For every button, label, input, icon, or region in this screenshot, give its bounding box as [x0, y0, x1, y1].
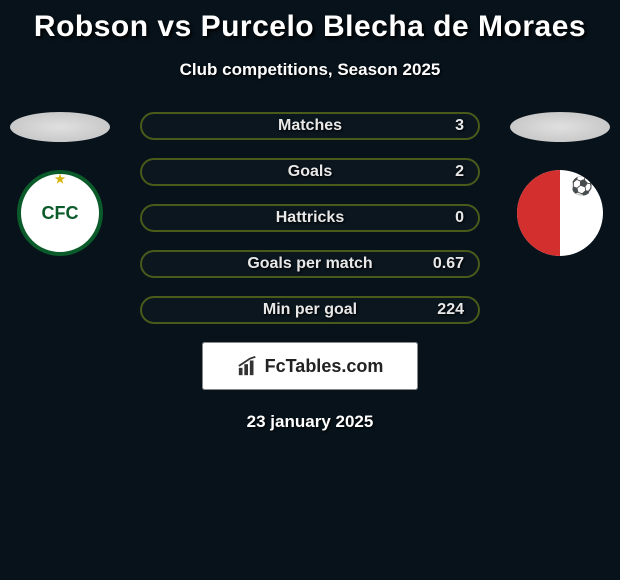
stat-row: Hattricks 0 — [140, 204, 480, 232]
stat-label: Matches — [196, 117, 424, 135]
stat-row: Goals per match 0.67 — [140, 250, 480, 278]
stats-table: Matches 3 Goals 2 Hattricks 0 Goals per … — [140, 112, 480, 324]
fctables-logo[interactable]: FcTables.com — [202, 342, 418, 390]
stat-label: Hattricks — [196, 209, 424, 227]
star-icon: ★ — [55, 172, 66, 186]
club-badge-right: ⚽ — [510, 168, 610, 258]
stat-label: Min per goal — [196, 301, 424, 319]
badge-left-text: CFC — [42, 203, 79, 224]
stat-row: Matches 3 — [140, 112, 480, 140]
club-badge-left: ★ CFC — [10, 168, 110, 258]
page-title: Robson vs Purcelo Blecha de Moraes — [0, 0, 620, 44]
stat-row: Min per goal 224 — [140, 296, 480, 324]
stat-value: 2 — [424, 163, 464, 181]
player-avatar-placeholder-left — [10, 112, 110, 142]
bar-chart-icon — [237, 355, 259, 377]
stat-row: Goals 2 — [140, 158, 480, 186]
logo-text: FcTables.com — [265, 356, 384, 377]
stat-label: Goals — [196, 163, 424, 181]
soccer-ball-icon: ⚽ — [571, 176, 593, 197]
stat-label: Goals per match — [196, 255, 424, 273]
stat-value: 0 — [424, 209, 464, 227]
stat-value: 3 — [424, 117, 464, 135]
player-avatar-placeholder-right — [510, 112, 610, 142]
subtitle: Club competitions, Season 2025 — [0, 60, 620, 80]
content-area: ★ CFC ⚽ Matches 3 Goals 2 Hattricks 0 Go… — [0, 112, 620, 432]
stat-value: 0.67 — [424, 255, 464, 273]
date-text: 23 january 2025 — [0, 412, 620, 432]
stat-value: 224 — [424, 301, 464, 319]
